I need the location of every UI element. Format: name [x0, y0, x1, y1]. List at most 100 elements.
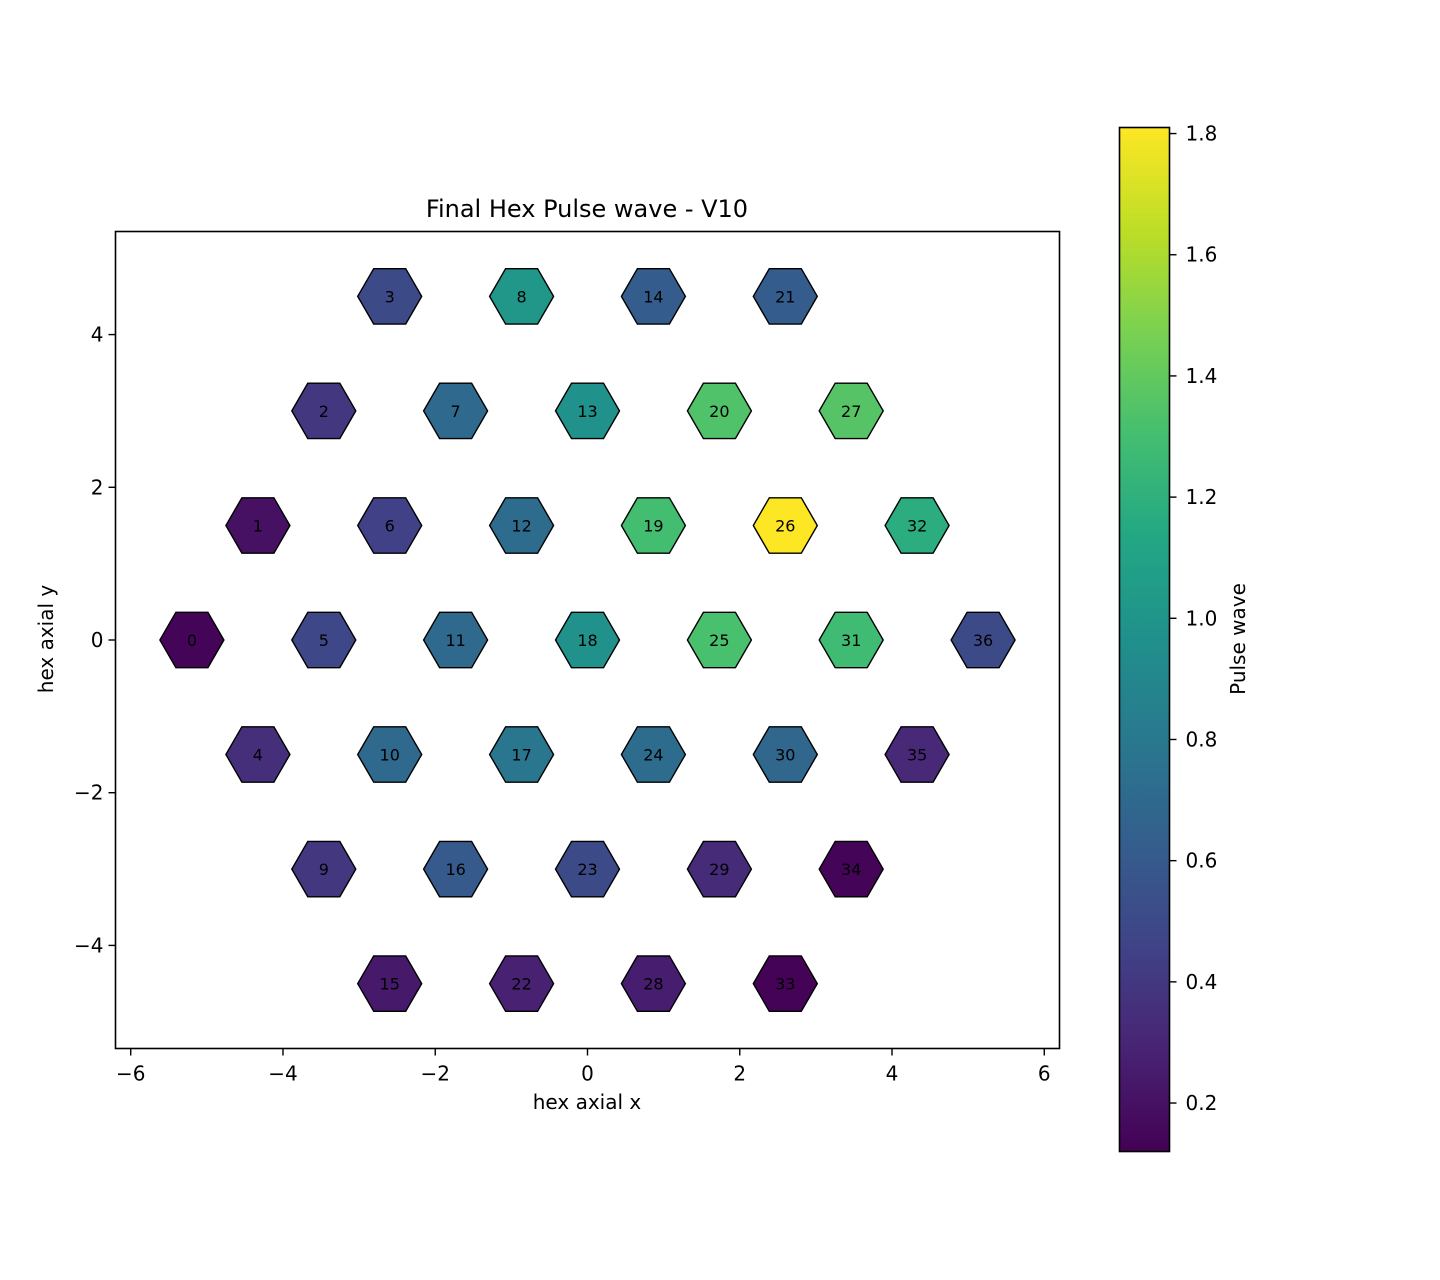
x-tick-label: 2	[733, 1062, 746, 1086]
chart-title: Final Hex Pulse wave - V10	[426, 195, 748, 223]
x-tick-label: −4	[268, 1062, 297, 1086]
hex-cell-label-0: 0	[187, 631, 197, 650]
hex-cell-0	[159, 611, 225, 669]
hex-cell-label-14: 14	[643, 287, 663, 306]
hex-cell-label-12: 12	[511, 516, 531, 535]
hex-cell-label-35: 35	[907, 746, 927, 765]
hex-cell-19	[620, 497, 687, 554]
x-tick-label: 4	[886, 1062, 899, 1086]
hex-cell-label-11: 11	[445, 631, 465, 650]
hex-cell-label-19: 19	[643, 516, 663, 535]
colorbar-tick-label: 1.2	[1186, 485, 1218, 509]
hex-cell-label-32: 32	[907, 516, 927, 535]
colorbar-tick-label: 0.8	[1186, 727, 1218, 751]
hex-cell-label-33: 33	[775, 975, 795, 994]
hex-cell-label-25: 25	[709, 631, 729, 650]
hex-cell-label-31: 31	[841, 631, 861, 650]
colorbar-tick-label: 1.0	[1186, 606, 1218, 630]
hex-cell-31	[818, 611, 885, 669]
y-tick-label: −2	[74, 781, 103, 805]
colorbar-label: Pulse wave	[1226, 583, 1250, 695]
hex-cell-10	[356, 726, 423, 783]
hex-cell-label-4: 4	[253, 746, 263, 765]
hex-cell-label-17: 17	[511, 746, 531, 765]
hex-cell-34	[818, 840, 885, 898]
y-tick-label: 4	[91, 323, 104, 347]
hex-cell-label-16: 16	[445, 860, 465, 879]
colorbar-tick-label: 1.4	[1186, 364, 1218, 388]
colorbar-tick-label: 0.2	[1186, 1091, 1218, 1115]
hex-cell-28	[620, 955, 687, 1012]
hex-cell-7	[422, 382, 489, 440]
hex-cell-label-22: 22	[511, 975, 531, 994]
hex-cell-label-36: 36	[973, 631, 993, 650]
hex-cell-label-6: 6	[385, 516, 395, 535]
hex-cell-label-28: 28	[643, 975, 663, 994]
hex-cell-12	[488, 497, 555, 554]
colorbar-ticks: 0.2 0.4 0.6 0.8 1.0 1.2 1.4 1.6 1.8	[1169, 122, 1218, 1115]
hex-cell-29	[686, 840, 753, 898]
hex-cell-27	[818, 382, 885, 440]
x-tick-label: −6	[116, 1062, 145, 1086]
y-tick-label: 2	[91, 475, 104, 499]
hex-cell-30	[752, 726, 819, 783]
colorbar-tick-label: 0.6	[1186, 849, 1218, 873]
hex-cell-15	[356, 955, 423, 1012]
hex-cell-33	[752, 955, 819, 1012]
hex-cell-5	[290, 611, 357, 669]
hex-cell-3	[356, 268, 423, 325]
hex-cell-label-2: 2	[319, 402, 329, 421]
hex-cell-24	[620, 726, 687, 783]
colorbar-tick-label: 1.6	[1186, 243, 1218, 267]
x-axis-ticks: −6 −4 −2 0 2 4 6	[116, 1048, 1051, 1086]
hex-cell-label-8: 8	[516, 287, 526, 306]
hex-cell-label-1: 1	[253, 516, 263, 535]
colorbar	[1118, 126, 1171, 1153]
hex-cell-13	[554, 382, 621, 440]
hex-cell-17	[488, 726, 555, 783]
x-tick-label: 0	[581, 1062, 594, 1086]
hex-cell-21	[752, 268, 819, 325]
hex-cell-label-9: 9	[319, 860, 329, 879]
hex-cell-label-27: 27	[841, 402, 861, 421]
x-axis-label: hex axial x	[533, 1090, 642, 1114]
hex-cell-label-30: 30	[775, 746, 795, 765]
hex-cell-label-26: 26	[775, 516, 795, 535]
hex-cells: 0123456789101112131415161718192021222324…	[159, 268, 1016, 1012]
y-tick-label: 0	[91, 628, 104, 652]
hex-cell-6	[356, 497, 423, 554]
hex-cell-16	[422, 840, 489, 898]
hex-cell-label-15: 15	[380, 975, 400, 994]
hex-cell-label-21: 21	[775, 287, 795, 306]
hex-cell-label-7: 7	[451, 402, 461, 421]
hex-cell-9	[290, 840, 357, 898]
hex-cell-8	[488, 268, 555, 325]
y-axis-label: hex axial y	[34, 585, 58, 694]
x-tick-label: 6	[1038, 1062, 1051, 1086]
colorbar-tick-label: 1.8	[1186, 122, 1218, 146]
hex-cell-label-3: 3	[385, 287, 395, 306]
hex-cell-label-10: 10	[380, 746, 400, 765]
hex-cell-11	[422, 611, 489, 669]
hex-cell-32	[884, 497, 950, 554]
hex-cell-label-18: 18	[577, 631, 597, 650]
hex-cell-label-5: 5	[319, 631, 329, 650]
y-axis-ticks: −4 −2 0 2 4	[74, 323, 116, 957]
y-tick-label: −4	[74, 933, 103, 957]
hex-cell-label-34: 34	[841, 860, 861, 879]
hex-cell-label-13: 13	[577, 402, 597, 421]
hex-cell-label-20: 20	[709, 402, 729, 421]
hex-cell-22	[488, 955, 555, 1012]
hex-cell-20	[686, 382, 753, 440]
hex-cell-23	[554, 840, 621, 898]
hex-cell-label-29: 29	[709, 860, 729, 879]
hex-cell-label-24: 24	[643, 746, 663, 765]
hex-cell-label-23: 23	[577, 860, 597, 879]
hex-cell-18	[554, 611, 621, 669]
hex-cell-26	[752, 497, 819, 554]
hex-cell-1	[225, 497, 291, 554]
hex-cell-35	[884, 726, 950, 783]
hex-cell-2	[290, 382, 357, 440]
colorbar-tick-label: 0.4	[1186, 970, 1218, 994]
